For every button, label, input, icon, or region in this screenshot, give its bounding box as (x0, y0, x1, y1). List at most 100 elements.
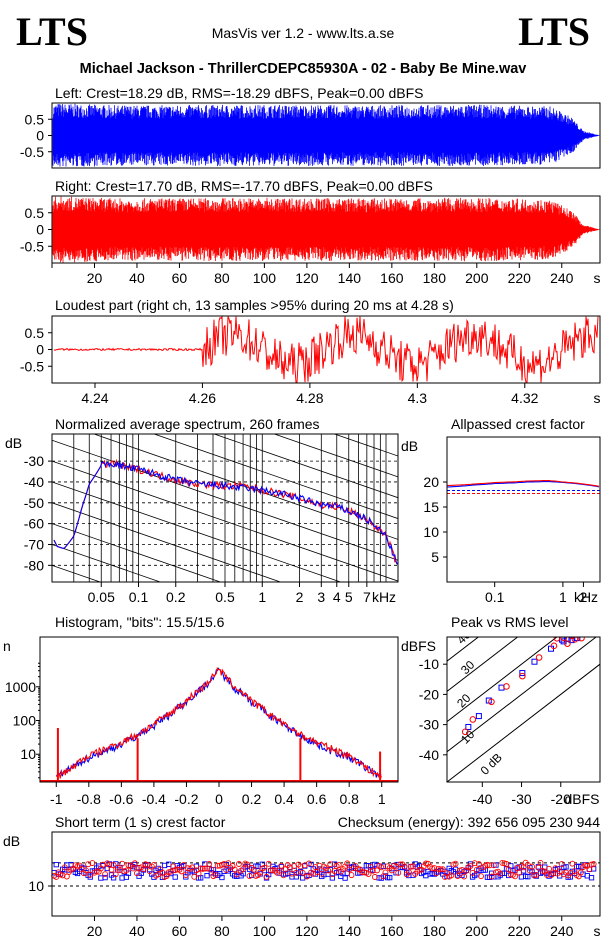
spectrum-ytick-label: -80 (24, 557, 44, 573)
loudest-part-xtick-label: 4.24 (81, 390, 108, 406)
short-term-crest-point-right (53, 873, 60, 880)
histogram-xtick-label: 0.2 (242, 791, 262, 807)
right-waveform-ytick-label: 0.5 (25, 205, 45, 221)
short-term-crest-point-right (214, 862, 221, 869)
histogram-xtick-label: -0.2 (174, 791, 198, 807)
short-term-crest-point-right (552, 865, 559, 872)
short-term-crest-point-right (516, 869, 523, 876)
short-term-crest-point-right (535, 864, 542, 871)
short-term-crest-point-right (369, 867, 376, 874)
short-term-crest-point-right (475, 861, 482, 868)
short-term-crest-point-right (577, 869, 584, 876)
peak-vs-rms-point-right (503, 683, 510, 690)
short-term-crest-point-left (166, 861, 172, 867)
short-term-crest-point-right (335, 862, 342, 869)
short-term-crest-point-right (297, 863, 304, 870)
left-waveform-frame (51, 102, 601, 169)
short-term-crest-point-right (499, 860, 506, 866)
right-waveform-ytick-label: -0.5 (20, 238, 44, 254)
short-term-crest-point-left (87, 874, 93, 880)
histogram-xtick-label: 0 (215, 791, 223, 807)
short-term-crest-point-right (586, 866, 593, 873)
short-term-crest-point-right (486, 862, 493, 869)
short-term-crest-point-right (119, 860, 126, 867)
right-waveform-xtick-label: 100 (253, 270, 277, 286)
short-term-crest-point-left (172, 874, 178, 880)
right-waveform-frame (51, 195, 601, 264)
allpassed-crest-xtick-label: 1 (559, 589, 567, 605)
right-waveform-xtick-label: 20 (87, 270, 103, 286)
short-term-crest-point-right (546, 865, 552, 872)
spectrum-slope-line (92, 434, 398, 540)
histogram-chart: Histogram, "bits": 15.5/15.6n100010010-1… (3, 614, 398, 807)
short-term-crest-point-right (306, 860, 312, 867)
short-term-crest-point-right (558, 861, 565, 867)
short-term-crest-point-left (102, 874, 108, 881)
left-waveform-ytick-label: -0.5 (20, 144, 44, 160)
spectrum-xtick-label: 1 (258, 589, 266, 605)
app-title: MasVis ver 1.2 - www.lts.a.se (211, 25, 395, 41)
short-term-crest-point-right (488, 873, 495, 880)
right-waveform-ytick-label: 0 (36, 222, 44, 238)
short-term-crest-point-right (63, 873, 70, 880)
short-term-crest-point-right (117, 867, 123, 873)
right-waveform-xtick-label: 120 (295, 270, 319, 286)
peak-vs-rms-point-right (550, 642, 558, 650)
short-term-crest-point-right (85, 861, 92, 868)
short-term-crest-point-left (119, 875, 125, 881)
peak-vs-rms-title: Peak vs RMS level (451, 614, 568, 630)
short-term-crest-point-right (512, 873, 518, 880)
spectrum-xtick-label: 0.1 (129, 589, 149, 605)
short-term-crest-point-right (533, 871, 540, 878)
short-term-crest-point-right (89, 860, 96, 866)
track-title: Michael Jackson - ThrillerCDEPC85930A - … (79, 61, 527, 77)
peak-vs-rms-point-right (571, 637, 579, 643)
right-waveform-xtick-label: 240 (550, 270, 574, 286)
right-waveform-xtick-label: 80 (214, 270, 230, 286)
histogram-series-left (55, 667, 382, 778)
short-term-crest-point-right (435, 865, 442, 872)
short-term-crest-xtick-label: 220 (508, 923, 532, 939)
short-term-crest-point-right (382, 869, 389, 876)
peak-vs-rms-point-right (564, 640, 571, 647)
short-term-crest-point-right (505, 866, 512, 873)
short-term-crest-point-right (478, 873, 485, 880)
short-term-crest-point-right (206, 860, 213, 867)
short-term-crest-point-right (439, 866, 446, 873)
peak-vs-rms-xtick-label: -40 (472, 791, 492, 807)
right-waveform-xtick-label: 140 (338, 270, 362, 286)
short-term-crest-xunit: s (594, 923, 601, 939)
short-term-crest-point-right (325, 867, 332, 874)
short-term-crest-point-right (267, 867, 274, 874)
allpassed-crest-ytick-label: 5 (431, 549, 439, 565)
loudest-part-title: Loudest part (right ch, 13 samples >95% … (55, 297, 454, 313)
short-term-crest-point-right (537, 859, 544, 866)
short-term-crest-point-right (278, 862, 285, 869)
spectrum-xtick-label: 3 (317, 589, 325, 605)
peak-vs-rms-point-left (564, 637, 571, 642)
histogram-xtick-label: 0.8 (339, 791, 359, 807)
short-term-crest-point-right (448, 872, 455, 879)
short-term-crest-point-right (208, 866, 215, 873)
peak-vs-rms-point-left (465, 723, 472, 730)
loudest-part-xtick-label: 4.3 (408, 390, 428, 406)
short-term-crest-point-right (289, 870, 295, 877)
spectrum-xtick-label: 0.5 (215, 589, 235, 605)
short-term-crest-point-right (110, 862, 117, 868)
short-term-crest-point-left (219, 874, 225, 881)
spectrum-series-left (53, 461, 398, 565)
short-term-crest-point-right (359, 869, 366, 876)
short-term-crest-point-right (223, 867, 230, 873)
histogram-ytick-label: 10 (20, 746, 36, 762)
peak-vs-rms-point-left (519, 670, 526, 677)
short-term-crest-xtick-label: 60 (172, 923, 188, 939)
peak-vs-rms-frame (446, 636, 601, 783)
short-term-crest-point-right (471, 860, 478, 867)
short-term-crest-point-right (199, 865, 206, 872)
short-term-crest-ylabel: dB (3, 833, 20, 849)
short-term-crest-point-right (316, 862, 323, 869)
peak-vs-rms-crest-line (447, 637, 558, 723)
short-term-crest-point-right (469, 870, 476, 876)
left-waveform-waveform (52, 103, 600, 167)
histogram-series-right (56, 666, 382, 782)
